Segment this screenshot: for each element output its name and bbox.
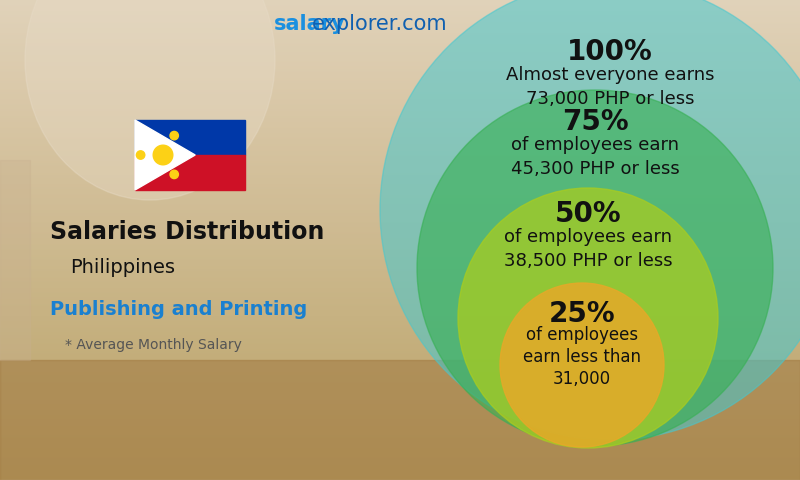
- Text: of employees earn: of employees earn: [504, 228, 672, 246]
- Polygon shape: [135, 120, 195, 190]
- Polygon shape: [135, 120, 245, 155]
- Circle shape: [170, 132, 178, 140]
- Circle shape: [417, 90, 773, 446]
- Text: 25%: 25%: [549, 300, 615, 328]
- Text: of employees earn: of employees earn: [511, 136, 679, 154]
- Text: Almost everyone earns: Almost everyone earns: [506, 66, 714, 84]
- Text: 31,000: 31,000: [553, 370, 611, 388]
- Text: salary: salary: [274, 14, 346, 34]
- Text: 73,000 PHP or less: 73,000 PHP or less: [526, 90, 694, 108]
- Ellipse shape: [25, 0, 275, 200]
- Text: of employees: of employees: [526, 326, 638, 344]
- Text: Salaries Distribution: Salaries Distribution: [50, 220, 324, 244]
- Text: 38,500 PHP or less: 38,500 PHP or less: [504, 252, 672, 270]
- Circle shape: [136, 151, 145, 159]
- Circle shape: [500, 283, 664, 447]
- Text: 75%: 75%: [562, 108, 628, 136]
- Text: 100%: 100%: [567, 38, 653, 66]
- Text: Philippines: Philippines: [70, 258, 175, 277]
- Text: Publishing and Printing: Publishing and Printing: [50, 300, 307, 319]
- Bar: [0, 160, 30, 360]
- Text: 50%: 50%: [554, 200, 622, 228]
- Text: * Average Monthly Salary: * Average Monthly Salary: [65, 338, 242, 352]
- Bar: [0, 360, 800, 480]
- Circle shape: [154, 145, 173, 165]
- Circle shape: [170, 170, 178, 179]
- Circle shape: [458, 188, 718, 448]
- Text: 45,300 PHP or less: 45,300 PHP or less: [510, 160, 679, 178]
- Text: earn less than: earn less than: [523, 348, 641, 366]
- Text: explorer.com: explorer.com: [312, 14, 448, 34]
- Circle shape: [380, 0, 800, 440]
- Polygon shape: [135, 155, 245, 190]
